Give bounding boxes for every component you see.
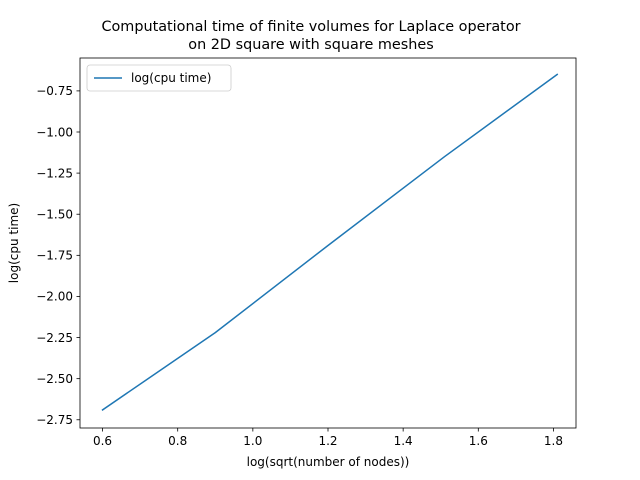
y-tick-label: −1.25 <box>36 166 73 180</box>
legend-label: log(cpu time) <box>131 71 211 85</box>
chart-title-line-2: on 2D square with square meshes <box>188 37 433 53</box>
y-tick-label: −1.50 <box>36 208 73 222</box>
x-tick-label: 1.2 <box>318 434 337 448</box>
chart-title-line-1: Computational time of finite volumes for… <box>101 19 520 35</box>
y-ticks: −2.75 −2.50 −2.25 −2.00 −1.75 −1.50 −1.25 −1.00… <box>36 84 80 427</box>
y-tick-label: −2.00 <box>36 290 73 304</box>
y-tick-label: −1.75 <box>36 249 73 263</box>
x-tick-label: 1.0 <box>243 434 262 448</box>
series-line-0 <box>101 73 559 411</box>
x-tick-label: 1.8 <box>544 434 563 448</box>
y-tick-label: −2.25 <box>36 331 73 345</box>
x-tick-label: 0.6 <box>93 434 112 448</box>
y-tick-label: −2.50 <box>36 372 73 386</box>
y-axis-title: log(cpu time) <box>7 203 21 283</box>
y-tick-label: −1.00 <box>36 125 73 139</box>
legend: log(cpu time) <box>86 64 232 92</box>
y-tick-label: −2.75 <box>36 413 73 427</box>
x-tick-label: 1.4 <box>394 434 413 448</box>
y-tick-label: −0.75 <box>36 84 73 98</box>
plot-area-frame <box>79 57 577 429</box>
x-ticks: 0.6 0.8 1.0 1.2 1.4 1.6 1.8 <box>93 428 563 448</box>
legend-box <box>86 64 232 92</box>
series-layer <box>101 73 559 411</box>
x-axis-title: log(sqrt(number of nodes)) <box>247 455 410 469</box>
x-tick-label: 0.8 <box>168 434 187 448</box>
x-tick-label: 1.6 <box>469 434 488 448</box>
